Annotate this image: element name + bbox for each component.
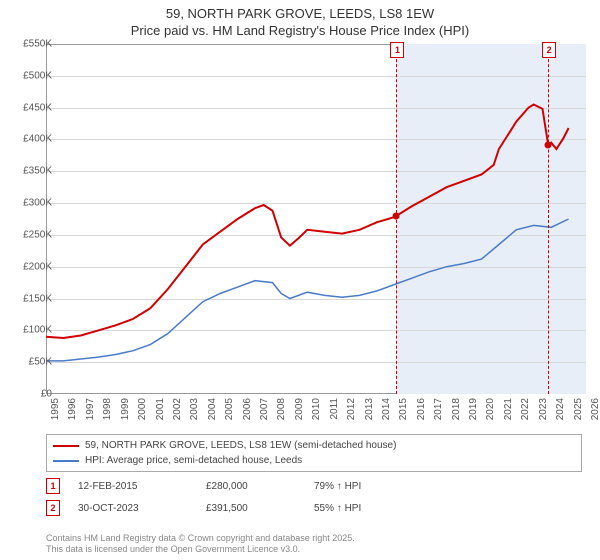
xtick-label: 2008	[276, 398, 287, 438]
xtick-label: 2015	[398, 398, 409, 438]
xtick-label: 2010	[311, 398, 322, 438]
sales-table: 1 12-FEB-2015 £280,000 79% ↑ HPI 2 30-OCT-202…	[46, 478, 582, 516]
ytick-label: £50K	[8, 357, 52, 368]
xtick-label: 2025	[573, 398, 584, 438]
footnote-line1: Contains HM Land Registry data © Crown c…	[46, 533, 355, 545]
sale-point	[393, 212, 400, 219]
ytick-label: £0	[8, 389, 52, 400]
xtick-label: 1998	[102, 398, 113, 438]
legend-swatch-property	[53, 445, 79, 447]
chart: 12	[46, 44, 586, 394]
title-line2: Price paid vs. HM Land Registry's House …	[0, 23, 600, 40]
legend-row-hpi: HPI: Average price, semi-detached house,…	[53, 453, 575, 468]
xtick-label: 2005	[224, 398, 235, 438]
ytick-label: £300K	[8, 198, 52, 209]
chart-lines	[46, 44, 586, 394]
xtick-label: 2020	[485, 398, 496, 438]
legend-label-hpi: HPI: Average price, semi-detached house,…	[85, 453, 302, 468]
xtick-label: 2011	[329, 398, 340, 438]
footnote-line2: This data is licensed under the Open Gov…	[46, 544, 355, 556]
legend-box: 59, NORTH PARK GROVE, LEEDS, LS8 1EW (se…	[46, 434, 582, 472]
sale-date: 30-OCT-2023	[78, 503, 188, 514]
xtick-label: 2024	[555, 398, 566, 438]
xtick-label: 2016	[416, 398, 427, 438]
legend-swatch-hpi	[53, 460, 79, 462]
series-hpi	[46, 219, 569, 361]
marker-label: 2	[542, 42, 556, 58]
sale-price: £280,000	[206, 481, 296, 492]
sale-row-marker: 1	[46, 478, 60, 494]
ytick-label: £350K	[8, 166, 52, 177]
sale-hpi: 55% ↑ HPI	[314, 503, 404, 514]
xtick-label: 2014	[381, 398, 392, 438]
ytick-label: £500K	[8, 70, 52, 81]
xtick-label: 2019	[468, 398, 479, 438]
chart-title: 59, NORTH PARK GROVE, LEEDS, LS8 1EW Pri…	[0, 0, 600, 40]
marker-label: 1	[390, 42, 404, 58]
xtick-label: 2009	[294, 398, 305, 438]
sale-row-marker: 2	[46, 500, 60, 516]
xtick-label: 2018	[451, 398, 462, 438]
xtick-label: 2021	[503, 398, 514, 438]
ytick-label: £550K	[8, 39, 52, 50]
sale-point	[545, 141, 552, 148]
sale-price: £391,500	[206, 503, 296, 514]
ytick-label: £250K	[8, 229, 52, 240]
xtick-label: 1999	[120, 398, 131, 438]
xtick-label: 2023	[538, 398, 549, 438]
xtick-label: 2002	[172, 398, 183, 438]
xtick-label: 2012	[346, 398, 357, 438]
sale-row: 1 12-FEB-2015 £280,000 79% ↑ HPI	[46, 478, 582, 494]
xtick-label: 2013	[364, 398, 375, 438]
ytick-label: £450K	[8, 102, 52, 113]
xtick-label: 1995	[50, 398, 61, 438]
legend-label-property: 59, NORTH PARK GROVE, LEEDS, LS8 1EW (se…	[85, 438, 396, 453]
sale-hpi: 79% ↑ HPI	[314, 481, 404, 492]
sale-date: 12-FEB-2015	[78, 481, 188, 492]
ytick-label: £150K	[8, 293, 52, 304]
xtick-label: 2026	[590, 398, 600, 438]
xtick-label: 1996	[67, 398, 78, 438]
series-property	[46, 105, 569, 339]
xtick-label: 2007	[259, 398, 270, 438]
footnote: Contains HM Land Registry data © Crown c…	[46, 533, 355, 556]
xtick-label: 2001	[155, 398, 166, 438]
xtick-label: 1997	[85, 398, 96, 438]
legend-row-property: 59, NORTH PARK GROVE, LEEDS, LS8 1EW (se…	[53, 438, 575, 453]
xtick-label: 2022	[520, 398, 531, 438]
sale-row: 2 30-OCT-2023 £391,500 55% ↑ HPI	[46, 500, 582, 516]
xtick-label: 2004	[207, 398, 218, 438]
title-line1: 59, NORTH PARK GROVE, LEEDS, LS8 1EW	[0, 6, 600, 23]
ytick-label: £100K	[8, 325, 52, 336]
xtick-label: 2017	[433, 398, 444, 438]
xtick-label: 2003	[189, 398, 200, 438]
ytick-label: £400K	[8, 134, 52, 145]
marker-dash	[548, 44, 549, 394]
xtick-label: 2000	[137, 398, 148, 438]
ytick-label: £200K	[8, 261, 52, 272]
legend: 59, NORTH PARK GROVE, LEEDS, LS8 1EW (se…	[46, 434, 582, 516]
xtick-label: 2006	[242, 398, 253, 438]
